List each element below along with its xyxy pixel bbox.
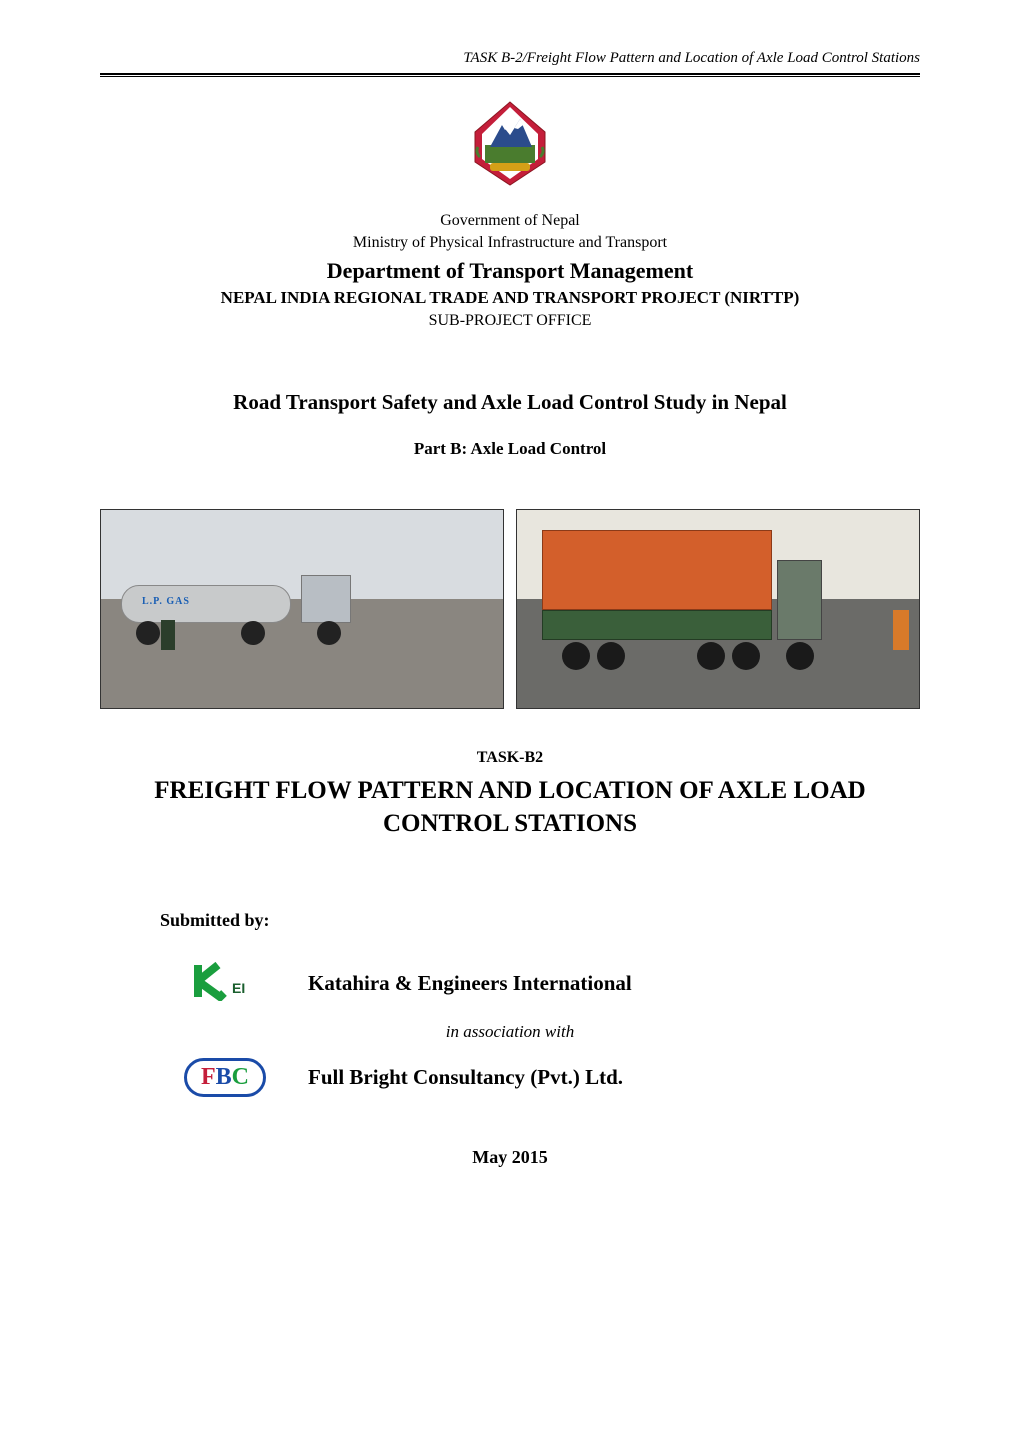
submitted-by-label: Submitted by:: [160, 910, 920, 931]
photo-left: L.P. GAS: [100, 509, 504, 709]
main-title: FREIGHT FLOW PATTERN AND LOCATION OF AXL…: [100, 775, 920, 840]
kei-logo-box: EI: [160, 961, 290, 1006]
fbc-b: B: [216, 1064, 232, 1090]
gov-name: Government of Nepal: [100, 212, 920, 230]
tanker-truck: L.P. GAS: [121, 575, 351, 635]
tanker-label: L.P. GAS: [142, 596, 190, 607]
fbc-logo-icon: FBC: [184, 1058, 266, 1097]
fbc-f: F: [201, 1064, 216, 1090]
person-figure: [161, 620, 175, 650]
header-divider: [100, 73, 920, 77]
cargo-truck: [542, 530, 822, 670]
photos-row: L.P. GAS: [100, 509, 920, 709]
fbc-c: C: [232, 1064, 249, 1090]
svg-text:EI: EI: [232, 980, 245, 996]
company1-name: Katahira & Engineers International: [308, 971, 632, 996]
office-name: SUB-PROJECT OFFICE: [100, 312, 920, 330]
person-figure: [893, 610, 909, 650]
company2-row: FBC Full Bright Consultancy (Pvt.) Ltd.: [100, 1058, 920, 1097]
running-head: TASK B-2/Freight Flow Pattern and Locati…: [100, 50, 920, 71]
task-label: TASK-B2: [100, 749, 920, 767]
emblem-container: [100, 97, 920, 192]
department-name: Department of Transport Management: [100, 258, 920, 284]
kei-logo-icon: EI: [190, 961, 260, 1001]
study-part: Part B: Axle Load Control: [100, 439, 920, 459]
ministry-name: Ministry of Physical Infrastructure and …: [100, 234, 920, 252]
company1-row: EI Katahira & Engineers International: [100, 961, 920, 1006]
nepal-emblem-icon: [460, 97, 560, 187]
association-line: in association with: [100, 1022, 920, 1042]
study-title: Road Transport Safety and Axle Load Cont…: [100, 390, 920, 415]
project-name: NEPAL INDIA REGIONAL TRADE AND TRANSPORT…: [100, 288, 920, 308]
photo-right: [516, 509, 920, 709]
fbc-logo-box: FBC: [160, 1058, 290, 1097]
company2-name: Full Bright Consultancy (Pvt.) Ltd.: [308, 1065, 623, 1090]
date: May 2015: [100, 1147, 920, 1168]
